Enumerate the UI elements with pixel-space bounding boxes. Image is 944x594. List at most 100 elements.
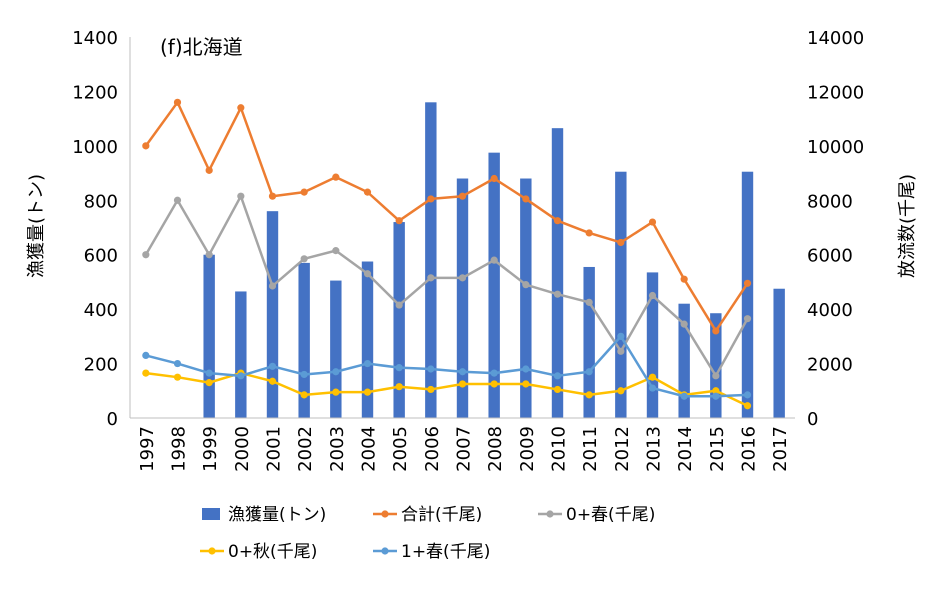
- legend-swatch: [202, 508, 220, 520]
- bar: [488, 153, 499, 418]
- data-point: [427, 386, 434, 393]
- x-tick-label: 2004: [359, 426, 380, 472]
- data-point: [586, 368, 593, 375]
- x-tick-label: 2007: [454, 426, 475, 472]
- line-series-zero_spring: [142, 193, 751, 380]
- legend-label: 漁獲量(トン): [228, 505, 326, 525]
- data-point: [427, 274, 434, 281]
- x-tick-label: 1997: [137, 426, 158, 472]
- x-tick-label: 2014: [675, 426, 696, 472]
- data-point: [459, 274, 466, 281]
- data-point: [142, 369, 149, 376]
- bar: [267, 211, 278, 418]
- y-tick-label-left: 0: [107, 409, 118, 430]
- data-point: [744, 315, 751, 322]
- line-series-group: [142, 99, 751, 410]
- y-tick-label-right: 6000: [807, 246, 853, 267]
- data-point: [649, 384, 656, 391]
- bar: [330, 281, 341, 418]
- data-point: [396, 301, 403, 308]
- y-tick-label-right: 12000: [807, 82, 864, 103]
- legend-label: 合計(千尾): [401, 505, 482, 525]
- x-tick-label: 1998: [169, 426, 190, 472]
- data-point: [332, 247, 339, 254]
- data-point: [396, 217, 403, 224]
- legend-item: 合計(千尾): [373, 505, 482, 525]
- line-series-total: [142, 99, 751, 335]
- legend-label: 1+春(千尾): [401, 542, 490, 562]
- y-tick-label-left: 1400: [72, 28, 118, 49]
- x-tick-label: 2015: [707, 426, 728, 472]
- data-point: [744, 280, 751, 287]
- data-point: [269, 378, 276, 385]
- data-point: [586, 229, 593, 236]
- legend-label: 0+秋(千尾): [228, 542, 317, 562]
- y-tick-label-left: 600: [84, 246, 118, 267]
- x-tick-label: 2013: [644, 426, 665, 472]
- x-tick-label: 2003: [327, 426, 348, 472]
- data-point: [491, 175, 498, 182]
- data-point: [237, 193, 244, 200]
- data-point: [269, 282, 276, 289]
- y-tick-label-left: 1200: [72, 82, 118, 103]
- data-point: [174, 99, 181, 106]
- x-tick-label: 2005: [390, 426, 411, 472]
- data-point: [174, 360, 181, 367]
- bar: [203, 255, 214, 418]
- data-point: [459, 380, 466, 387]
- data-point: [522, 281, 529, 288]
- y-tick-label-right: 8000: [807, 191, 853, 212]
- data-point: [142, 251, 149, 258]
- x-tick-label: 2011: [580, 426, 601, 472]
- data-point: [744, 402, 751, 409]
- legend-item: 0+春(千尾): [538, 505, 655, 525]
- data-point: [301, 391, 308, 398]
- data-point: [332, 368, 339, 375]
- legend: 漁獲量(トン) 合計(千尾) 0+春(千尾) 0+秋(千尾) 1+春(千尾): [200, 505, 655, 562]
- x-tick-label: 2008: [485, 426, 506, 472]
- y-axis-title-right: 放流数(千尾): [897, 174, 918, 278]
- chart: 0200400600800100012001400020004000600080…: [0, 0, 944, 594]
- legend-item: 漁獲量(トン): [202, 505, 326, 525]
- data-point: [174, 197, 181, 204]
- line-series-one_spring: [142, 333, 751, 400]
- x-tick-label: 2009: [517, 426, 538, 472]
- data-point: [522, 380, 529, 387]
- data-point: [681, 276, 688, 283]
- y-tick-label-right: 0: [807, 409, 818, 430]
- x-tick-label: 2012: [612, 426, 633, 472]
- x-tick-label: 2002: [295, 426, 316, 472]
- y-tick-label-right: 14000: [807, 28, 864, 49]
- data-point: [617, 239, 624, 246]
- data-point: [364, 270, 371, 277]
- data-point: [712, 393, 719, 400]
- data-point: [522, 195, 529, 202]
- data-point: [427, 195, 434, 202]
- bar: [615, 172, 626, 418]
- data-point: [586, 391, 593, 398]
- data-point: [491, 380, 498, 387]
- data-point: [554, 217, 561, 224]
- y-tick-label-left: 800: [84, 191, 118, 212]
- data-point: [364, 389, 371, 396]
- data-point: [206, 167, 213, 174]
- data-point: [491, 257, 498, 264]
- data-point: [301, 189, 308, 196]
- data-point: [617, 333, 624, 340]
- data-point: [206, 369, 213, 376]
- bar: [773, 289, 784, 418]
- y-tick-label-left: 200: [84, 355, 118, 376]
- y-tick-label-right: 2000: [807, 355, 853, 376]
- data-point: [142, 142, 149, 149]
- data-point: [237, 104, 244, 111]
- data-point: [554, 372, 561, 379]
- data-point: [206, 379, 213, 386]
- x-tick-label: 2000: [232, 426, 253, 472]
- legend-marker: [381, 547, 388, 554]
- data-point: [554, 291, 561, 298]
- y-tick-label-right: 4000: [807, 300, 853, 321]
- data-point: [712, 372, 719, 379]
- data-point: [206, 251, 213, 258]
- data-point: [269, 363, 276, 370]
- data-point: [649, 374, 656, 381]
